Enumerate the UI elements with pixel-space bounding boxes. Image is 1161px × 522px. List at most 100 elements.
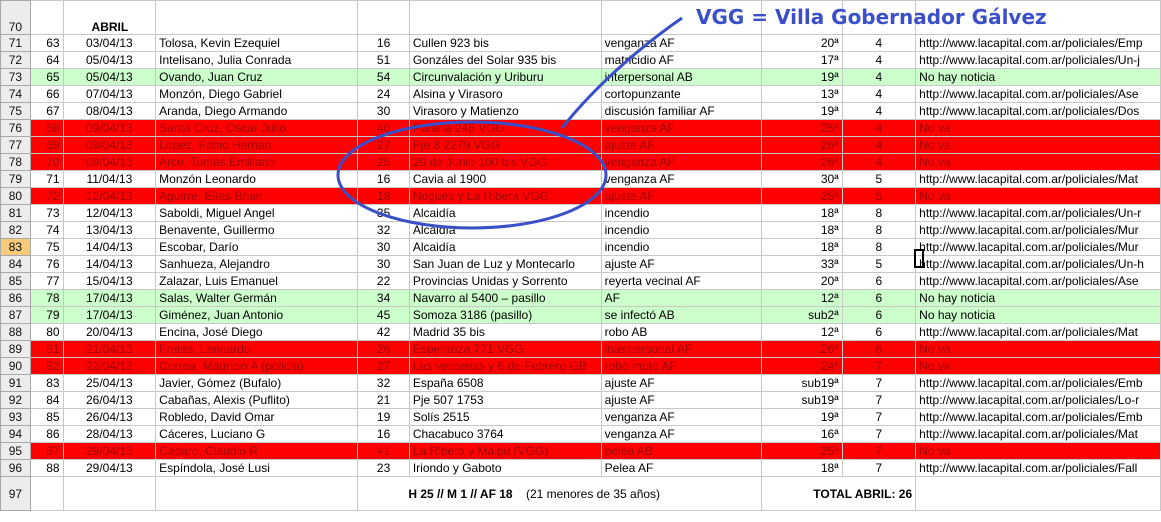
place-cell[interactable]: Esperanza 771 VGG (408, 340, 602, 358)
place-cell[interactable]: 20 de Junio 100 bis VGG (408, 153, 602, 171)
center-cell[interactable]: 5 (841, 170, 917, 188)
center-cell[interactable]: 6 (841, 289, 917, 307)
cause-cell[interactable]: incendio (600, 204, 762, 222)
case-number[interactable]: 72 (29, 187, 64, 205)
name-cell[interactable]: Arce, Tomás Emiliano (155, 153, 359, 171)
row-header[interactable]: 81 (0, 204, 31, 222)
cell[interactable] (915, 0, 1161, 35)
center-cell[interactable]: 8 (841, 204, 917, 222)
center-cell[interactable]: 4 (841, 119, 917, 137)
cause-cell[interactable]: venganza AF (600, 34, 762, 52)
age-cell[interactable]: 23 (357, 459, 410, 477)
link-cell[interactable]: http://www.lacapital.com.ar/policiales/E… (915, 34, 1161, 52)
center-cell[interactable]: 4 (841, 68, 917, 86)
link-cell[interactable]: http://www.lacapital.com.ar/policiales/E… (915, 374, 1161, 392)
age-cell[interactable]: 16 (357, 170, 410, 188)
link-cell[interactable]: No hay noticia (915, 306, 1161, 324)
age-cell[interactable]: 30 (357, 238, 410, 256)
name-cell[interactable]: Sanhueza, Alejandro (155, 255, 359, 273)
date-cell[interactable]: 11/04/13 (62, 170, 157, 188)
age-cell[interactable]: 41 (357, 442, 410, 460)
age-cell[interactable]: 25 (357, 153, 410, 171)
date-cell[interactable]: 09/04/13 (62, 153, 157, 171)
center-cell[interactable]: 6 (841, 340, 917, 358)
row-header[interactable]: 72 (0, 51, 31, 69)
case-number[interactable]: 75 (29, 238, 64, 256)
name-cell[interactable]: Ovando, Juan Cruz (155, 68, 359, 86)
date-cell[interactable]: 20/04/13 (62, 323, 157, 341)
case-number[interactable]: 81 (29, 340, 64, 358)
name-cell[interactable]: Giménez, Juan Antonio (155, 306, 359, 324)
date-cell[interactable]: 15/04/13 (62, 272, 157, 290)
place-cell[interactable]: España 6508 (408, 374, 602, 392)
row-header[interactable]: 82 (0, 221, 31, 239)
center-cell[interactable]: 4 (841, 102, 917, 120)
name-cell[interactable]: Aranda, Diego Armando (155, 102, 359, 120)
date-cell[interactable]: 26/04/13 (62, 391, 157, 409)
place-cell[interactable]: Iriondo y Gaboto (408, 459, 602, 477)
case-number[interactable]: 76 (29, 255, 64, 273)
case-number[interactable]: 70 (29, 153, 64, 171)
age-cell[interactable]: 27 (357, 136, 410, 154)
place-cell[interactable]: San Juan de Luz y Montecarlo (408, 255, 602, 273)
cell[interactable] (915, 476, 1161, 511)
cause-cell[interactable]: ajuste AF (600, 187, 762, 205)
cell[interactable] (62, 476, 157, 511)
cause-cell[interactable]: discusión familiar AF (600, 102, 762, 120)
cause-cell[interactable]: se infectó AB (600, 306, 762, 324)
age-cell[interactable]: 27 (357, 357, 410, 375)
link-cell[interactable]: No va (915, 153, 1161, 171)
cause-cell[interactable]: ajuste AF (600, 391, 762, 409)
row-header[interactable]: 90 (0, 357, 31, 375)
case-number[interactable]: 77 (29, 272, 64, 290)
cell[interactable] (29, 476, 64, 511)
section-cell[interactable]: 26ª (760, 153, 843, 171)
place-cell[interactable]: La Ribera y Maipú (VGG) (408, 442, 602, 460)
case-number[interactable]: 83 (29, 374, 64, 392)
center-cell[interactable]: 5 (841, 187, 917, 205)
link-cell[interactable]: http://www.lacapital.com.ar/policiales/M… (915, 323, 1161, 341)
case-number[interactable]: 88 (29, 459, 64, 477)
date-cell[interactable]: 09/04/13 (62, 136, 157, 154)
age-cell[interactable]: 51 (357, 51, 410, 69)
section-cell[interactable]: 25ª (760, 187, 843, 205)
date-cell[interactable]: 22/04/13 (62, 357, 157, 375)
link-cell[interactable]: http://www.lacapital.com.ar/policiales/U… (915, 255, 1161, 273)
place-cell[interactable]: Madrid 35 bis (408, 323, 602, 341)
place-cell[interactable]: Cullen 923 bis (408, 34, 602, 52)
link-cell[interactable]: http://www.lacapital.com.ar/policiales/M… (915, 238, 1161, 256)
row-header[interactable]: 84 (0, 255, 31, 273)
center-cell[interactable]: 7 (841, 442, 917, 460)
case-number[interactable]: 66 (29, 85, 64, 103)
link-cell[interactable]: No va (915, 357, 1161, 375)
link-cell[interactable]: http://www.lacapital.com.ar/policiales/F… (915, 459, 1161, 477)
place-cell[interactable]: Gonzáles del Solar 935 bis (408, 51, 602, 69)
center-cell[interactable]: 4 (841, 136, 917, 154)
age-cell[interactable]: 24 (357, 85, 410, 103)
date-cell[interactable]: 14/04/13 (62, 255, 157, 273)
center-cell[interactable]: 4 (841, 34, 917, 52)
name-cell[interactable]: Cáceres, Luciano G (155, 425, 359, 443)
cause-cell[interactable]: ajuste AF (600, 374, 762, 392)
section-cell[interactable]: 19ª (760, 408, 843, 426)
section-cell[interactable]: 25ª (760, 442, 843, 460)
name-cell[interactable]: Robledo, David Omar (155, 408, 359, 426)
section-cell[interactable]: 20ª (760, 272, 843, 290)
section-cell[interactable]: 30ª (760, 170, 843, 188)
cell[interactable] (29, 0, 64, 35)
link-cell[interactable]: No va (915, 136, 1161, 154)
center-cell[interactable]: 8 (841, 221, 917, 239)
date-cell[interactable]: 12/04/13 (62, 187, 157, 205)
name-cell[interactable]: Saboldi, Miguel Angel (155, 204, 359, 222)
section-cell[interactable]: 18ª (760, 204, 843, 222)
date-cell[interactable]: 03/04/13 (62, 34, 157, 52)
row-header[interactable]: 71 (0, 34, 31, 52)
case-number[interactable]: 73 (29, 204, 64, 222)
cause-cell[interactable]: venganza AF (600, 153, 762, 171)
age-cell[interactable]: 22 (357, 272, 410, 290)
age-cell[interactable]: 16 (357, 34, 410, 52)
row-header[interactable]: 80 (0, 187, 31, 205)
row-header[interactable]: 70 (0, 0, 31, 35)
center-cell[interactable]: 6 (841, 306, 917, 324)
row-header[interactable]: 86 (0, 289, 31, 307)
